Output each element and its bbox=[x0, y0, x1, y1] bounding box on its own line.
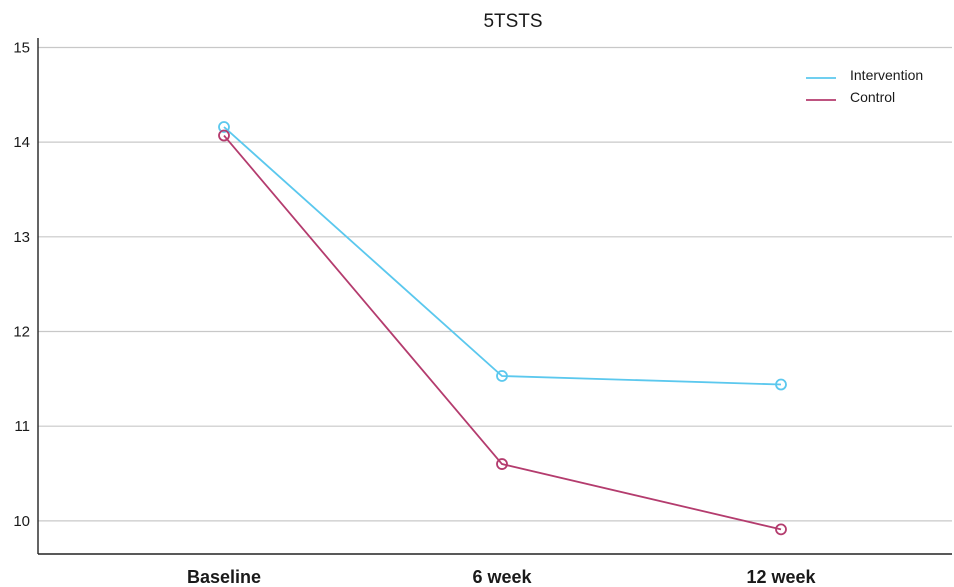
data-point-control bbox=[496, 458, 508, 470]
series-line-intervention bbox=[223, 126, 782, 386]
y-tick-label: 14 bbox=[13, 134, 30, 151]
y-tick-label: 15 bbox=[13, 39, 30, 56]
series-line-control bbox=[223, 134, 782, 531]
data-point-intervention bbox=[775, 378, 787, 391]
legend-label-control: Control bbox=[850, 89, 895, 105]
x-tick-label: 6 week bbox=[472, 567, 532, 587]
legend-label-intervention: Intervention bbox=[850, 67, 923, 83]
chart-title: 5TSTS bbox=[483, 11, 542, 32]
y-tick-label: 10 bbox=[13, 513, 30, 530]
x-tick-label: Baseline bbox=[187, 567, 261, 587]
gridlines bbox=[38, 46, 952, 522]
data-point-intervention bbox=[496, 370, 508, 382]
x-tick-labels: Baseline 6 week 12 week bbox=[187, 567, 817, 587]
data-point-control bbox=[218, 129, 230, 142]
axes bbox=[37, 38, 952, 555]
y-tick-label: 11 bbox=[14, 418, 30, 435]
y-tick-labels: 10 11 12 13 14 15 bbox=[13, 39, 30, 529]
data-point-intervention bbox=[218, 121, 230, 133]
series-lines bbox=[218, 121, 787, 536]
legend: Intervention Control bbox=[806, 67, 923, 105]
y-tick-label: 12 bbox=[13, 324, 30, 341]
data-point-control bbox=[775, 523, 787, 536]
x-tick-label: 12 week bbox=[746, 567, 816, 587]
y-tick-label: 13 bbox=[13, 229, 30, 246]
